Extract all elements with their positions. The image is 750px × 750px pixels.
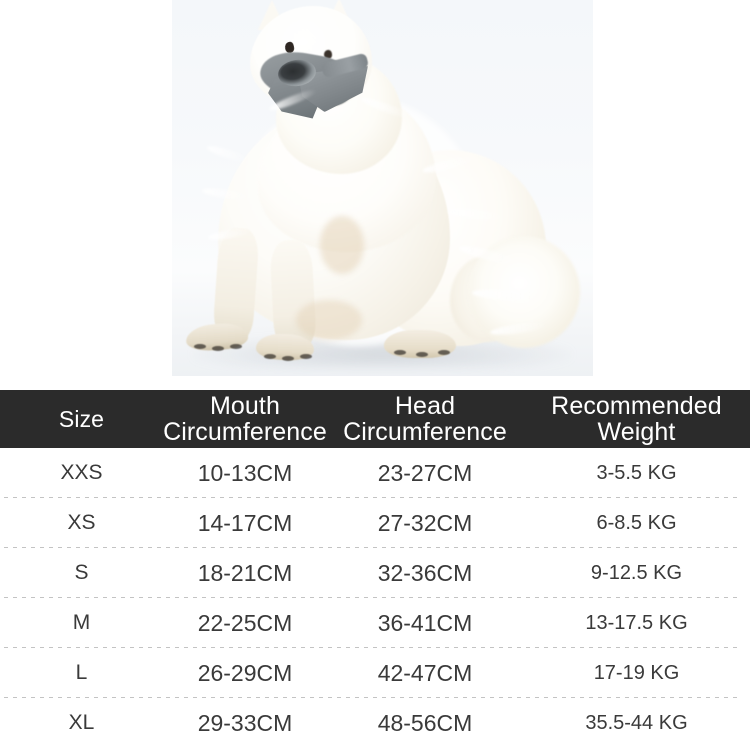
cell-weight: 6-8.5 KG xyxy=(596,511,677,534)
cell-weight: 13-17.5 KG xyxy=(585,611,688,634)
cell-size: M xyxy=(72,611,91,634)
table-row: XS 14-17CM 27-32CM 6-8.5 KG xyxy=(0,498,750,548)
cell-size: L xyxy=(75,661,88,684)
column-header-mouth-circumference: Mouth Circumference xyxy=(163,391,327,446)
table-row: L 26-29CM 42-47CM 17-19 KG xyxy=(0,648,750,698)
table-row: M 22-25CM 36-41CM 13-17.5 KG xyxy=(0,598,750,648)
column-header-recommended-weight: Recommended Weight xyxy=(551,391,722,446)
size-chart-table: Size Mouth Circumference Head Circumfere… xyxy=(0,390,750,750)
dog-claw xyxy=(438,350,450,355)
column-header-head-circumference: Head Circumference xyxy=(343,391,507,446)
dog-claw xyxy=(230,344,242,349)
table-row: XXS 10-13CM 23-27CM 3-5.5 KG xyxy=(0,448,750,498)
dog-claw xyxy=(300,354,312,359)
dog-product-photo xyxy=(172,0,593,376)
dog-claw xyxy=(282,356,294,361)
cell-mouth: 14-17CM xyxy=(197,509,293,536)
dog-claw xyxy=(416,352,428,357)
column-header-size: Size xyxy=(58,405,105,432)
cell-size: XXS xyxy=(60,461,103,484)
product-photo-area xyxy=(172,0,593,376)
cell-mouth: 22-25CM xyxy=(197,609,293,636)
cell-mouth: 26-29CM xyxy=(197,659,293,686)
dog-claw xyxy=(264,354,276,359)
cell-head: 36-41CM xyxy=(377,609,473,636)
cell-weight: 35.5-44 KG xyxy=(585,711,688,734)
dog-claw xyxy=(212,346,224,351)
cell-mouth: 10-13CM xyxy=(197,459,293,486)
table-row: XL 29-33CM 48-56CM 35.5-44 KG xyxy=(0,698,750,748)
cell-mouth: 18-21CM xyxy=(197,559,293,586)
fur-shading xyxy=(296,300,362,340)
cell-head: 48-56CM xyxy=(377,709,473,736)
dog-claw xyxy=(194,344,206,349)
table-header-row: Size Mouth Circumference Head Circumfere… xyxy=(0,390,750,448)
cell-weight: 17-19 KG xyxy=(593,661,680,684)
cell-size: XL xyxy=(68,711,95,734)
cell-head: 32-36CM xyxy=(377,559,473,586)
cell-head: 27-32CM xyxy=(377,509,473,536)
table-row: S 18-21CM 32-36CM 9-12.5 KG xyxy=(0,548,750,598)
samoyed-dog-illustration xyxy=(172,0,593,376)
cell-head: 23-27CM xyxy=(377,459,473,486)
fur-shading xyxy=(320,216,364,274)
cell-size: XS xyxy=(67,511,96,534)
dog-claw xyxy=(394,350,406,355)
cell-mouth: 29-33CM xyxy=(197,709,293,736)
cell-weight: 3-5.5 KG xyxy=(596,461,677,484)
cell-head: 42-47CM xyxy=(377,659,473,686)
cell-weight: 9-12.5 KG xyxy=(590,561,683,584)
cell-size: S xyxy=(74,561,89,584)
fur-wisp xyxy=(205,143,251,165)
